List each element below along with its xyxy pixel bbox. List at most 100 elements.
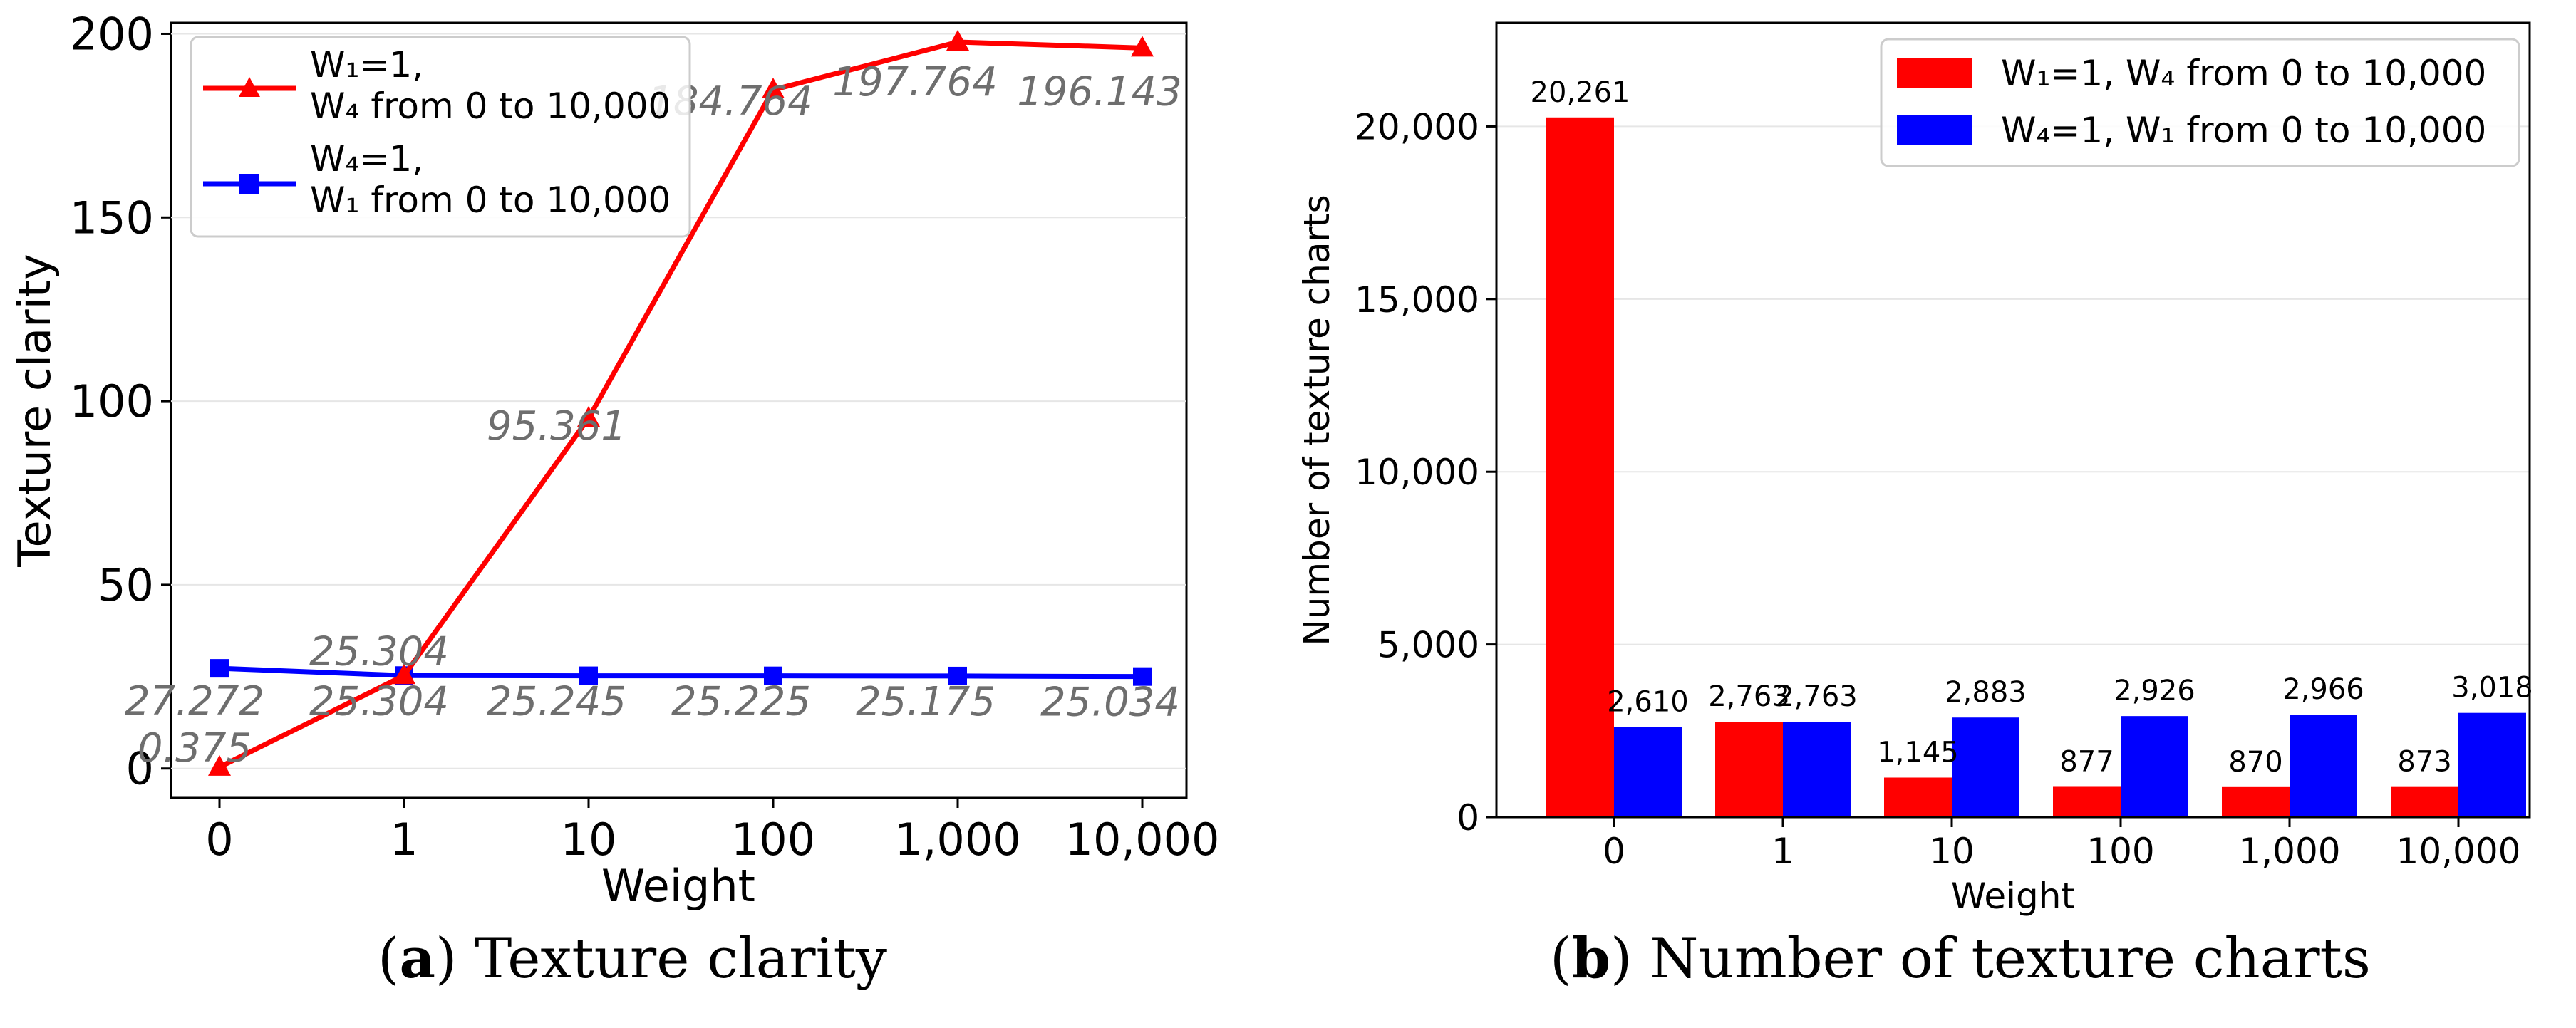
legend-swatch-red [1897,58,1972,88]
x-tick-label: 1,000 [894,814,1021,866]
legend-entry-red: W₁=1, W₄ from 0 to 10,000 [203,44,671,127]
x-tick-label: 10,000 [2396,831,2521,872]
legend-triangle-marker [239,77,260,97]
legend-label-blue-line2: W₁ from 0 to 10,000 [310,180,671,221]
y-tick-label: 150 [70,192,154,244]
bar-blue [2290,715,2357,817]
panel-a-y-axis-label: Texture clarity [9,254,61,568]
x-tick-label: 10,000 [1065,814,1220,866]
bar-red [2053,786,2121,817]
bar-value-label: 20,261 [1531,76,1630,109]
x-tick-label: 0 [205,814,233,866]
caption-b-letter: b [1571,926,1610,991]
panel-b-y-axis-label: Number of texture charts [1296,194,1338,645]
data-label: 25.304 [309,628,449,675]
y-tick-label: 0 [126,743,154,795]
panel-b-x-axis-label: Weight [1951,876,2075,917]
panel-a-legend-box [190,36,691,238]
y-tick-label: 10,000 [1355,452,1479,493]
legend-label-blue-line1: W₄=1, [310,138,423,180]
data-label: 27.272 [125,678,264,725]
caption-b-text: Number of texture charts [1650,927,2371,991]
y-tick-label: 5,000 [1377,625,1479,666]
panel-b-y-ticks: 0 5,000 10,000 15,000 20,000 [1355,106,1496,839]
panel-b-legend: W₁=1, W₄ from 0 to 10,000 W₄=1, W₁ from … [1880,38,2520,167]
legend-label-red: W₁=1, W₄ from 0 to 10,000 [2001,53,2486,94]
panel-b-data-labels: 20,261 2,763 1,145 877 870 873 2,610 2,763 2,883… [1531,76,2533,779]
bar-red [1884,777,1952,817]
bar-blue [1783,722,1851,817]
x-tick-label: 10 [561,814,617,866]
bar-value-label: 877 [2059,745,2114,778]
panel-a-x-ticks: 0 1 10 100 1,000 10,000 [205,798,1219,866]
bar-blue [1952,717,2019,817]
square-marker [764,666,782,685]
legend-swatch-blue [1897,115,1972,145]
data-label: 25.175 [856,679,995,725]
panel-b-legend-box [1880,38,2520,167]
y-tick-label: 100 [70,375,154,427]
y-tick-label: 20,000 [1355,106,1479,147]
bar-value-label: 2,883 [1945,676,2027,709]
bar-red [2391,786,2458,817]
data-label: 197.764 [832,59,998,105]
x-tick-label: 1,000 [2238,831,2340,872]
legend-label-red-line1: W₁=1, [310,44,423,85]
bar-value-label: 2,763 [1776,680,1858,713]
bar-value-label: 2,610 [1607,685,1689,718]
panel-a-legend: W₁=1, W₄ from 0 to 10,000 W₄=1, W₁ from … [190,36,691,238]
panel-b-x-ticks: 0 1 10 100 1,000 10,000 [1603,817,2520,872]
data-label: 95.361 [487,403,626,450]
x-tick-label: 10 [1929,831,1975,872]
x-tick-label: 100 [731,814,815,866]
y-tick-label: 50 [98,559,154,611]
square-marker [948,666,967,685]
bar-value-label: 873 [2397,746,2451,779]
x-tick-label: 1 [390,814,418,866]
y-tick-label: 15,000 [1355,279,1479,321]
panel-a-series [208,29,1154,776]
triangle-marker [393,663,415,685]
triangle-marker [208,754,231,776]
data-label: 25.245 [487,679,626,725]
triangle-marker [1131,36,1154,57]
triangle-marker [946,29,969,51]
legend-label-red-line2: W₄ from 0 to 10,000 [310,85,671,127]
data-label: 25.034 [1040,680,1180,726]
panel-a-plot-frame [170,21,1188,799]
caption-a: (a) Texture clarity [378,926,887,991]
data-label: 0.375 [138,725,252,772]
triangle-marker [577,406,600,427]
bar-value-label: 3,018 [2451,672,2533,705]
legend-square-marker [239,174,259,194]
legend-label-blue: W₄=1, W₁ from 0 to 10,000 [2001,110,2486,151]
bar-value-label: 2,763 [1708,680,1790,713]
bar-value-label: 2,966 [2282,673,2364,706]
legend-entry-blue: W₄=1, W₁ from 0 to 10,000 [203,138,671,221]
panel-a-line-chart: 0 50 100 150 200 0 1 10 100 1,000 10,000 0.375 25.… [9,8,1219,912]
triangle-marker [762,78,785,99]
data-label: 25.304 [309,678,449,725]
x-tick-label: 1 [1771,831,1794,872]
bar-value-label: 1,145 [1877,736,1959,769]
x-tick-label: 0 [1603,831,1625,872]
caption-b: (b) Number of texture charts [1550,926,2371,991]
caption-a-letter: a [399,926,435,991]
panel-a-y-ticks: 0 50 100 150 200 [70,8,171,795]
data-label: 25.225 [671,679,811,725]
square-marker [1133,667,1152,686]
bar-value-label: 2,926 [2114,675,2195,707]
data-label: 196.143 [1017,68,1182,115]
y-tick-label: 200 [70,8,154,60]
bar-value-label: 870 [2228,746,2282,779]
panel-b-plot-frame [1495,21,2531,819]
bar-blue [1614,727,1682,817]
panel-b-bar-chart: 20,261 2,763 1,145 877 870 873 2,610 2,763 2,883… [1296,21,2533,917]
panel-a-x-axis-label: Weight [601,860,755,912]
x-tick-label: 100 [2086,831,2154,872]
bar-blue [2121,716,2188,817]
y-tick-label: 0 [1457,797,1479,839]
bar-red [2222,786,2290,817]
caption-a-text: Texture clarity [475,927,887,991]
